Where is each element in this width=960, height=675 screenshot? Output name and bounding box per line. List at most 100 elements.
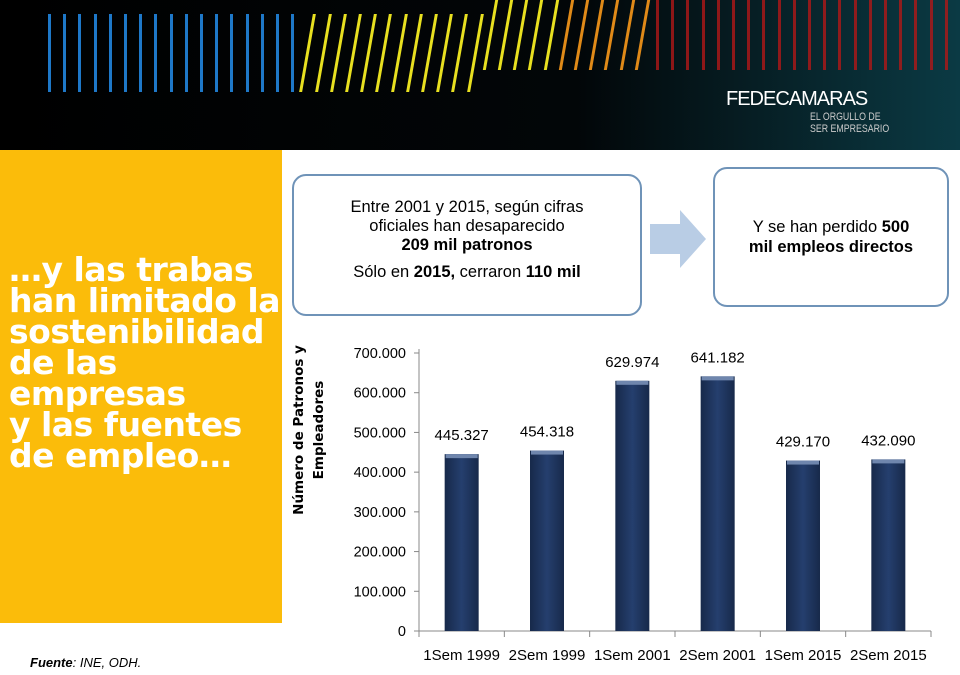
fedecamaras-logo: FEDECAMARAS EL ORGULLO DE SER EMPRESARIO: [726, 88, 909, 135]
stripe: [747, 0, 751, 70]
arrow-right-icon: [650, 210, 706, 268]
bar: [530, 450, 564, 631]
headline-line: y las fuentes: [9, 405, 242, 444]
stripe: [124, 14, 127, 92]
x-tick-label: 2Sem 2001: [679, 647, 756, 664]
data-label: 454.318: [520, 424, 574, 441]
x-tick-label: 2Sem 2015: [850, 647, 927, 664]
bar: [786, 460, 820, 631]
headline-line: han limitado la: [9, 281, 280, 320]
headline: …y las trabas han limitado la sostenibil…: [9, 250, 280, 475]
x-tick-label: 1Sem 1999: [423, 647, 500, 664]
headline-panel: …y las trabas han limitado la sostenibil…: [0, 150, 282, 623]
y-tick-label: 700.000: [354, 346, 406, 362]
stripe: [914, 0, 918, 70]
y-tick-label: 500.000: [354, 425, 406, 441]
bar: [615, 380, 650, 631]
source-text: : INE, ODH.: [72, 655, 142, 670]
bar-highlight: [787, 460, 819, 465]
data-label: 629.974: [605, 354, 659, 371]
stripe: [63, 14, 67, 92]
stripe: [260, 14, 264, 92]
stripe: [838, 0, 842, 70]
callout-text: mil empleos directos: [748, 238, 914, 256]
y-axis-label: Número de Patronos y Empleadores: [291, 345, 327, 515]
bar-highlight: [616, 380, 649, 385]
stripe: [944, 0, 948, 70]
data-label: 432.090: [861, 432, 915, 449]
stripe: [853, 0, 857, 70]
callout-text: 209 mil patronos: [294, 236, 640, 255]
stripe: [899, 0, 903, 70]
data-label: 445.327: [435, 427, 489, 444]
y-tick-label: 400.000: [354, 465, 406, 481]
stripe: [762, 0, 766, 70]
stripe: [868, 0, 872, 70]
bar-highlight: [872, 459, 905, 464]
stripe: [656, 0, 659, 70]
y-tick-label: 600.000: [354, 386, 406, 402]
logo-title: FEDECAMARAS: [726, 88, 868, 110]
stripe: [701, 0, 705, 70]
stripe: [686, 0, 690, 70]
x-tick-label: 2Sem 1999: [509, 647, 586, 664]
headline-line: sostenibilidad: [9, 312, 264, 351]
logo-subtitle-1: EL ORGULLO DE: [810, 111, 881, 123]
callout-bold: 500: [881, 218, 910, 236]
bar: [444, 454, 479, 631]
empleos-callout: Y se han perdido 500 mil empleos directo…: [713, 167, 949, 307]
y-tick-label: 200.000: [354, 545, 406, 561]
stripe: [884, 0, 887, 70]
stripe: [78, 14, 82, 92]
headline-line: …y las trabas: [9, 250, 254, 289]
y-tick-label: 0: [398, 624, 406, 640]
bar: [700, 376, 735, 631]
data-label: 641.182: [691, 349, 745, 366]
stripe: [184, 14, 188, 92]
stripe: [108, 14, 112, 92]
stripe: [139, 14, 143, 92]
callout-part: cerraron: [455, 263, 526, 281]
header-banner: FEDECAMARAS EL ORGULLO DE SER EMPRESARIO: [0, 0, 960, 150]
y-axis-label-line: Empleadores: [311, 381, 327, 480]
data-label: 429.170: [776, 434, 830, 451]
stripe: [823, 0, 827, 70]
stripe: [929, 0, 933, 70]
stripe: [716, 0, 720, 70]
bar-highlight: [701, 376, 734, 381]
stripe: [792, 0, 796, 70]
stripe: [245, 14, 249, 92]
y-axis-label-line: Número de Patronos y: [291, 345, 307, 515]
bar-highlight: [531, 450, 563, 455]
stripe: [169, 14, 173, 92]
source-note: Fuente: INE, ODH.: [30, 655, 141, 670]
stripe: [48, 14, 51, 92]
callout-part: Y se han perdido: [752, 218, 882, 236]
headline-line: empresas: [9, 374, 186, 413]
callout-part: Sólo en: [353, 263, 414, 281]
logo-subtitle-2: SER EMPRESARIO: [810, 123, 890, 135]
stripe: [671, 0, 675, 70]
bar-highlight: [445, 454, 478, 459]
callout-text: Entre 2001 y 2015, según cifras: [350, 198, 584, 216]
stripe: [777, 0, 781, 70]
callout-bold: 209 mil patronos: [401, 236, 533, 254]
stripe: [215, 14, 219, 92]
stripe: [230, 14, 234, 92]
callout-text: Y se han perdido 500: [715, 217, 947, 237]
callout-text: Sólo en 2015, cerraron 110 mil: [294, 263, 640, 282]
stripe: [808, 0, 811, 70]
y-tick-label: 100.000: [354, 584, 406, 600]
stripe: [732, 0, 735, 70]
headline-line: de las: [9, 343, 117, 382]
source-label: Fuente: [30, 655, 73, 670]
callout-bold: 110 mil: [525, 263, 581, 281]
y-tick-label: 300.000: [354, 505, 406, 521]
stripe: [154, 14, 158, 92]
stripe: [276, 14, 279, 92]
patronos-callout: Entre 2001 y 2015, según cifras oficiale…: [292, 174, 642, 316]
x-tick-label: 1Sem 2015: [765, 647, 842, 664]
headline-line: de empleo…: [9, 436, 232, 475]
stripe: [291, 14, 295, 92]
